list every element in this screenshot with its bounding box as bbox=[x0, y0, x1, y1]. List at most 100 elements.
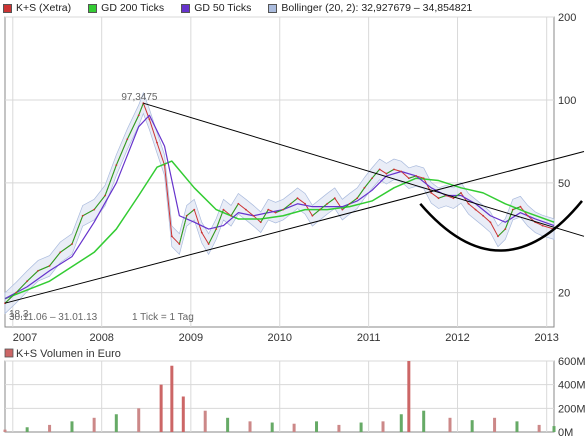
price-up-segment bbox=[178, 215, 188, 245]
price-data-point bbox=[230, 214, 232, 217]
price-up-segment bbox=[4, 292, 17, 304]
price-up-segment bbox=[408, 175, 417, 179]
volume-bar bbox=[137, 408, 141, 432]
price-up-segment bbox=[215, 209, 224, 230]
price-data-point bbox=[163, 164, 166, 167]
price-data-point bbox=[378, 168, 381, 171]
price-data-point bbox=[274, 211, 277, 214]
price-up-segment bbox=[438, 195, 447, 199]
price-data-point bbox=[215, 228, 218, 230]
tick-info-label: 1 Tick = 1 Tag bbox=[132, 312, 194, 323]
price-data-point bbox=[207, 243, 210, 245]
volume-title: K+S Volumen in Euro bbox=[16, 348, 121, 360]
price-up-segment bbox=[282, 203, 292, 211]
price-data-point bbox=[407, 177, 410, 180]
trendline-support bbox=[4, 151, 585, 304]
legend-swatch-bollinger bbox=[268, 3, 278, 13]
volume-bar bbox=[181, 396, 185, 432]
price-data-point bbox=[71, 243, 73, 245]
volume-bar bbox=[422, 410, 426, 432]
price-data-point bbox=[304, 202, 306, 205]
price-up-segment bbox=[208, 228, 217, 245]
price-x-tick-label: 2012 bbox=[445, 332, 469, 344]
volume-bar bbox=[25, 427, 29, 432]
price-up-segment bbox=[364, 177, 373, 189]
legend-item-gd50: GD 50 Ticks bbox=[178, 2, 251, 14]
volume-y-tick-label: 600M bbox=[558, 356, 585, 368]
price-data-point bbox=[185, 214, 188, 217]
volume-bar bbox=[407, 361, 411, 432]
price-data-point bbox=[452, 197, 455, 200]
price-up-segment bbox=[356, 187, 365, 199]
price-up-segment bbox=[260, 209, 269, 223]
legend-item-price: K+S (Xetra) bbox=[0, 2, 71, 14]
legend-item-gd200: GD 200 Ticks bbox=[85, 2, 164, 14]
price-x-tick-label: 2010 bbox=[268, 332, 292, 344]
volume-bar bbox=[315, 421, 319, 432]
price-data-point bbox=[137, 114, 140, 117]
price-data-point bbox=[48, 264, 51, 267]
volume-bar bbox=[552, 426, 556, 432]
legend-item-bollinger: Bollinger (20, 2): 32,927679 – 34,854821 bbox=[265, 2, 472, 14]
price-data-point bbox=[126, 138, 129, 141]
price-data-point bbox=[482, 214, 485, 217]
price-data-point bbox=[115, 164, 118, 167]
volume-bar bbox=[3, 429, 7, 432]
price-data-point bbox=[15, 291, 18, 294]
overlay: 97,3475 18,330.11.06 – 31.01.13 1 Tick = 1… bbox=[4, 92, 585, 323]
volume-bar bbox=[493, 417, 497, 432]
price-up-segment bbox=[82, 209, 95, 217]
price-up-segment bbox=[26, 270, 39, 282]
volume-legend-swatch bbox=[4, 348, 14, 358]
volume-bar bbox=[337, 424, 341, 432]
price-data-point bbox=[289, 202, 292, 205]
price-data-point bbox=[541, 224, 544, 227]
price-data-point bbox=[348, 202, 351, 205]
price-data-point bbox=[519, 205, 522, 208]
volume-y-tick-label: 400M bbox=[558, 380, 585, 392]
price-up-segment bbox=[290, 197, 298, 205]
volume-bar bbox=[270, 422, 274, 432]
volume-bar bbox=[381, 421, 385, 432]
price-up-segment bbox=[312, 209, 321, 217]
price-up-segment bbox=[37, 265, 50, 272]
price-data-point bbox=[437, 197, 440, 200]
price-data-point bbox=[311, 214, 314, 217]
price-data-point bbox=[474, 208, 477, 211]
price-data-point bbox=[282, 208, 285, 211]
price-data-point bbox=[93, 208, 96, 211]
price-data-point bbox=[222, 208, 225, 211]
price-data-point bbox=[341, 208, 344, 211]
price-data-point bbox=[385, 172, 388, 175]
volume-bar bbox=[170, 365, 174, 432]
price-data-point bbox=[371, 177, 373, 180]
volume-bar bbox=[226, 417, 230, 432]
price-up-segment bbox=[71, 215, 84, 245]
price-data-point bbox=[430, 191, 433, 194]
price-data-point bbox=[333, 197, 336, 200]
price-data-point bbox=[526, 214, 529, 217]
volume-bar bbox=[292, 423, 296, 432]
price-up-segment bbox=[126, 115, 140, 140]
legend: K+S (Xetra) GD 200 Ticks GD 50 Ticks Bol… bbox=[0, 0, 585, 16]
cup-arc bbox=[419, 200, 583, 252]
price-up-segment bbox=[504, 209, 514, 230]
price-up-segment bbox=[230, 203, 239, 217]
gd50-series-line bbox=[4, 114, 555, 300]
legend-label-gd200: GD 200 Ticks bbox=[101, 2, 165, 14]
price-data-point bbox=[244, 208, 247, 211]
price-data-point bbox=[326, 202, 329, 205]
legend-label-bollinger: Bollinger (20, 2): 32,927679 – 34,854821 bbox=[281, 2, 473, 14]
price-up-segment bbox=[60, 243, 73, 253]
volume-bar bbox=[470, 420, 474, 432]
price-data-point bbox=[504, 228, 507, 230]
legend-swatch-gd200 bbox=[88, 3, 98, 13]
price-up-segment bbox=[49, 251, 61, 267]
price-data-point bbox=[200, 231, 203, 234]
volume-y-tick-label: 0M bbox=[558, 427, 573, 437]
volume-bar bbox=[203, 410, 207, 432]
low-label: 18,3 bbox=[9, 309, 29, 320]
price-data-point bbox=[497, 235, 499, 238]
volume-bar bbox=[448, 417, 452, 432]
